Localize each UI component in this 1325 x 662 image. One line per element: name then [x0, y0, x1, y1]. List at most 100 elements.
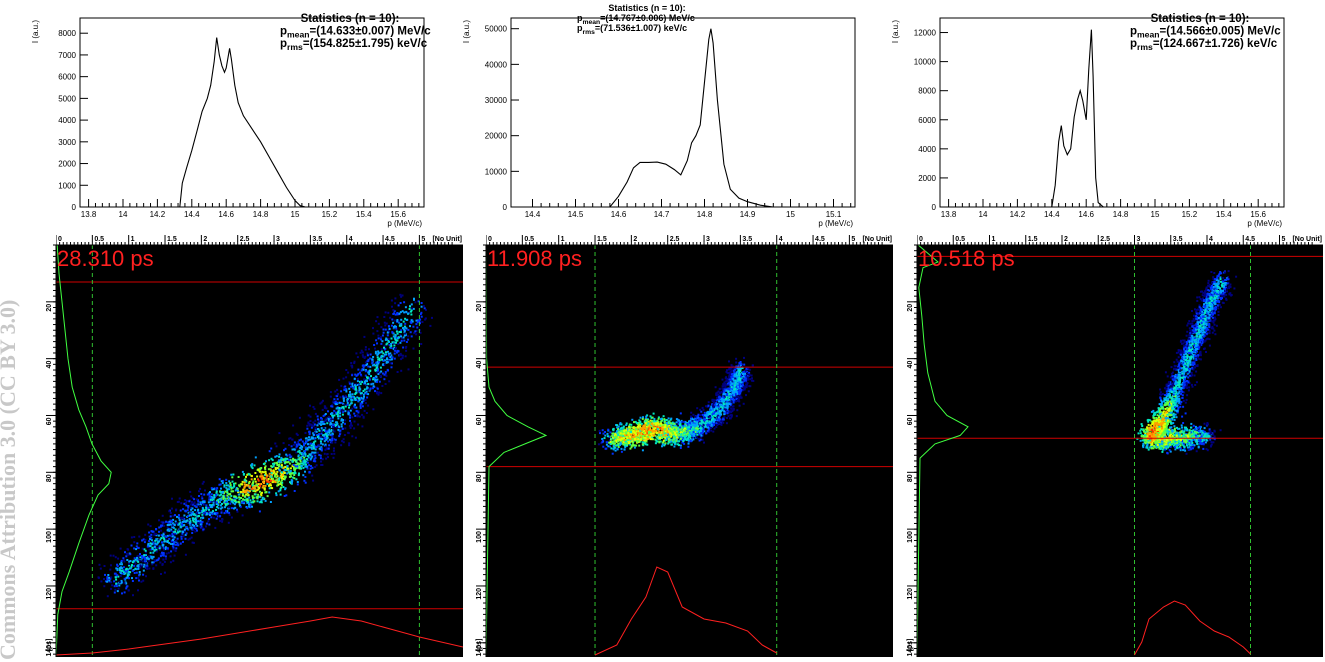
density-cell — [133, 565, 135, 567]
density-cell — [658, 418, 660, 420]
density-cell — [728, 360, 730, 362]
density-cell — [148, 558, 150, 560]
density-cell — [228, 522, 230, 524]
density-cell — [338, 409, 340, 411]
density-cell — [403, 329, 405, 331]
density-cell — [299, 417, 301, 419]
density-cell — [259, 491, 261, 493]
density-cell — [354, 407, 356, 409]
density-cell — [186, 526, 188, 528]
density-cell — [265, 471, 267, 473]
density-cell — [396, 340, 398, 342]
y-tick-label: 5000 — [58, 94, 76, 103]
density-cell — [638, 445, 640, 447]
density-cell — [372, 387, 374, 389]
density-cell — [264, 489, 266, 491]
density-cell — [284, 466, 286, 468]
density-cell — [320, 457, 322, 459]
density-cell — [339, 433, 341, 435]
density-cell — [421, 306, 423, 308]
x-tick-label: 14.9 — [740, 210, 756, 219]
density-cell — [100, 568, 102, 570]
density-cell — [373, 385, 375, 387]
heatmap-background — [56, 245, 463, 657]
density-cell — [271, 487, 273, 489]
density-cell — [373, 377, 375, 379]
density-cell — [378, 337, 380, 339]
density-cell — [134, 557, 136, 559]
density-cell — [194, 505, 196, 507]
density-cell — [142, 574, 144, 576]
density-cell — [715, 426, 717, 428]
density-cell — [320, 438, 322, 440]
density-cell — [361, 425, 363, 427]
x-tick-label: 15.6 — [1250, 210, 1266, 219]
density-cell — [152, 552, 154, 554]
statistics-box: Statistics (n = 10):pmean=(14.767±0.006)… — [577, 3, 695, 36]
density-cell — [335, 401, 337, 403]
density-cell — [704, 412, 706, 414]
density-cell — [232, 490, 234, 492]
density-cell — [363, 396, 365, 398]
density-cell — [412, 321, 414, 323]
density-cell — [337, 393, 339, 395]
density-cell — [145, 554, 147, 556]
density-cell — [234, 500, 236, 502]
density-cell — [132, 561, 134, 563]
density-cell — [180, 536, 182, 538]
density-cell — [347, 402, 349, 404]
density-cell — [266, 491, 268, 493]
top-x-tick-label: 0.5 — [94, 236, 104, 243]
density-cell — [313, 441, 315, 443]
heatmap-background — [486, 245, 893, 657]
density-cell — [238, 484, 240, 486]
density-cell — [263, 482, 265, 484]
density-cell — [329, 429, 331, 431]
density-cell — [117, 558, 119, 560]
density-cell — [252, 490, 254, 492]
density-cell — [337, 413, 339, 415]
density-cell — [269, 484, 271, 486]
density-cell — [400, 354, 402, 356]
density-cell — [733, 402, 735, 404]
density-cell — [201, 496, 203, 498]
density-cell — [748, 390, 750, 392]
density-cell — [331, 433, 333, 435]
density-cell — [370, 375, 372, 377]
density-cell — [254, 472, 256, 474]
density-cell — [306, 425, 308, 427]
density-cell — [420, 343, 422, 345]
density-cell — [281, 466, 283, 468]
density-cell — [206, 523, 208, 525]
density-cell — [260, 473, 262, 475]
density-cell — [387, 334, 389, 336]
density-cell — [318, 421, 320, 423]
density-cell — [277, 482, 279, 484]
y-tick-label: 2000 — [58, 160, 76, 169]
density-cell — [394, 320, 396, 322]
density-cell — [295, 451, 297, 453]
density-cell — [327, 410, 329, 412]
density-cell — [192, 517, 194, 519]
density-cell — [362, 351, 364, 353]
density-cell — [311, 424, 313, 426]
density-cell — [159, 547, 161, 549]
density-cell — [113, 555, 115, 557]
density-cell — [231, 476, 233, 478]
density-cell — [613, 440, 615, 442]
density-cell — [114, 585, 116, 587]
density-cell — [324, 437, 326, 439]
density-cell — [237, 488, 239, 490]
density-cell — [225, 500, 227, 502]
density-cell — [165, 536, 167, 538]
density-cell — [365, 370, 367, 372]
x-unit-label: [No Unit] — [432, 236, 462, 243]
density-cell — [642, 418, 644, 420]
density-cell — [257, 468, 259, 470]
density-cell — [160, 530, 162, 532]
density-cell — [159, 545, 161, 547]
density-cell — [404, 335, 406, 337]
density-cell — [360, 392, 362, 394]
density-cell — [298, 454, 300, 456]
density-cell — [312, 480, 314, 482]
